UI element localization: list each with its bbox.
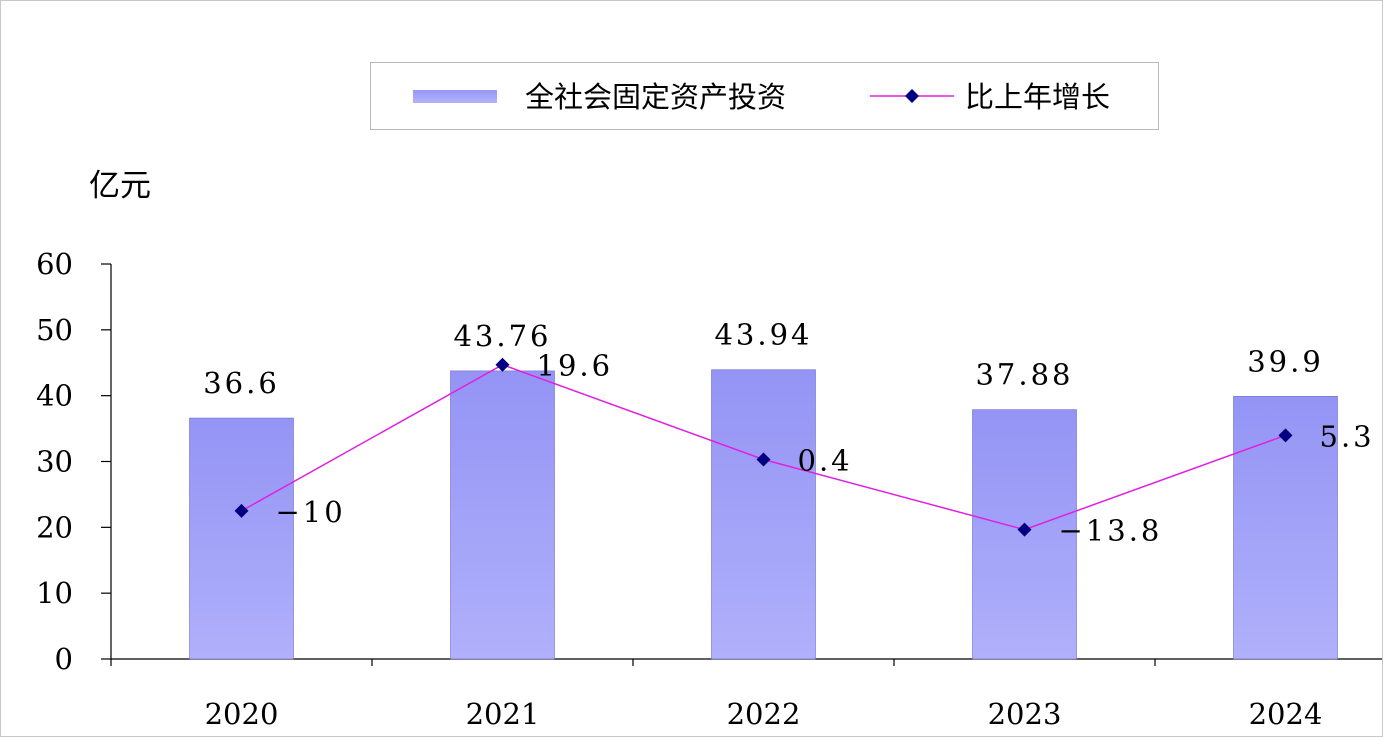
x-axis-tick-label: 2023	[988, 697, 1062, 731]
bar-value-label: 37.88	[975, 358, 1073, 392]
growth-marker	[756, 452, 771, 467]
x-axis-tick-label: 2024	[1249, 697, 1323, 731]
x-axis-tick-label: 2021	[466, 697, 540, 731]
y-axis-unit-label: 亿元	[89, 168, 151, 204]
x-axis-tick-label: 2020	[205, 697, 279, 731]
growth-value-label: −13.8	[1059, 514, 1163, 548]
legend-bar-label: 全社会固定资产投资	[525, 80, 787, 114]
growth-marker	[1017, 522, 1032, 537]
x-axis-tick-label: 2022	[727, 697, 801, 731]
legend: 全社会固定资产投资 比上年增长	[370, 62, 1159, 130]
y-axis-tick-label: 10	[36, 576, 73, 610]
y-axis-tick-label: 30	[36, 445, 73, 479]
growth-value-label: 0.4	[798, 444, 853, 478]
y-axis-tick-label: 40	[36, 379, 73, 413]
y-axis-tick-label: 50	[36, 313, 73, 347]
growth-value-label: 19.6	[537, 349, 614, 383]
growth-marker	[234, 503, 249, 518]
growth-marker	[495, 357, 510, 372]
legend-line-swatch	[870, 89, 954, 103]
y-axis-tick-label: 60	[36, 247, 73, 281]
bar	[711, 369, 816, 660]
bar-value-label: 39.9	[1247, 344, 1324, 378]
y-axis-tick-label: 0	[55, 642, 73, 676]
bar-value-label: 36.6	[203, 366, 280, 400]
growth-value-label: −10	[276, 495, 346, 529]
y-axis-tick-label: 20	[36, 510, 73, 544]
growth-marker	[1278, 428, 1293, 443]
legend-line-label: 比上年增长	[965, 80, 1111, 114]
bar	[189, 417, 294, 660]
bar-value-label: 43.94	[714, 318, 812, 352]
bar	[450, 370, 555, 660]
legend-bar-swatch	[413, 90, 497, 103]
growth-value-label: 5.3	[1320, 419, 1375, 453]
bar-value-label: 43.76	[453, 319, 551, 353]
